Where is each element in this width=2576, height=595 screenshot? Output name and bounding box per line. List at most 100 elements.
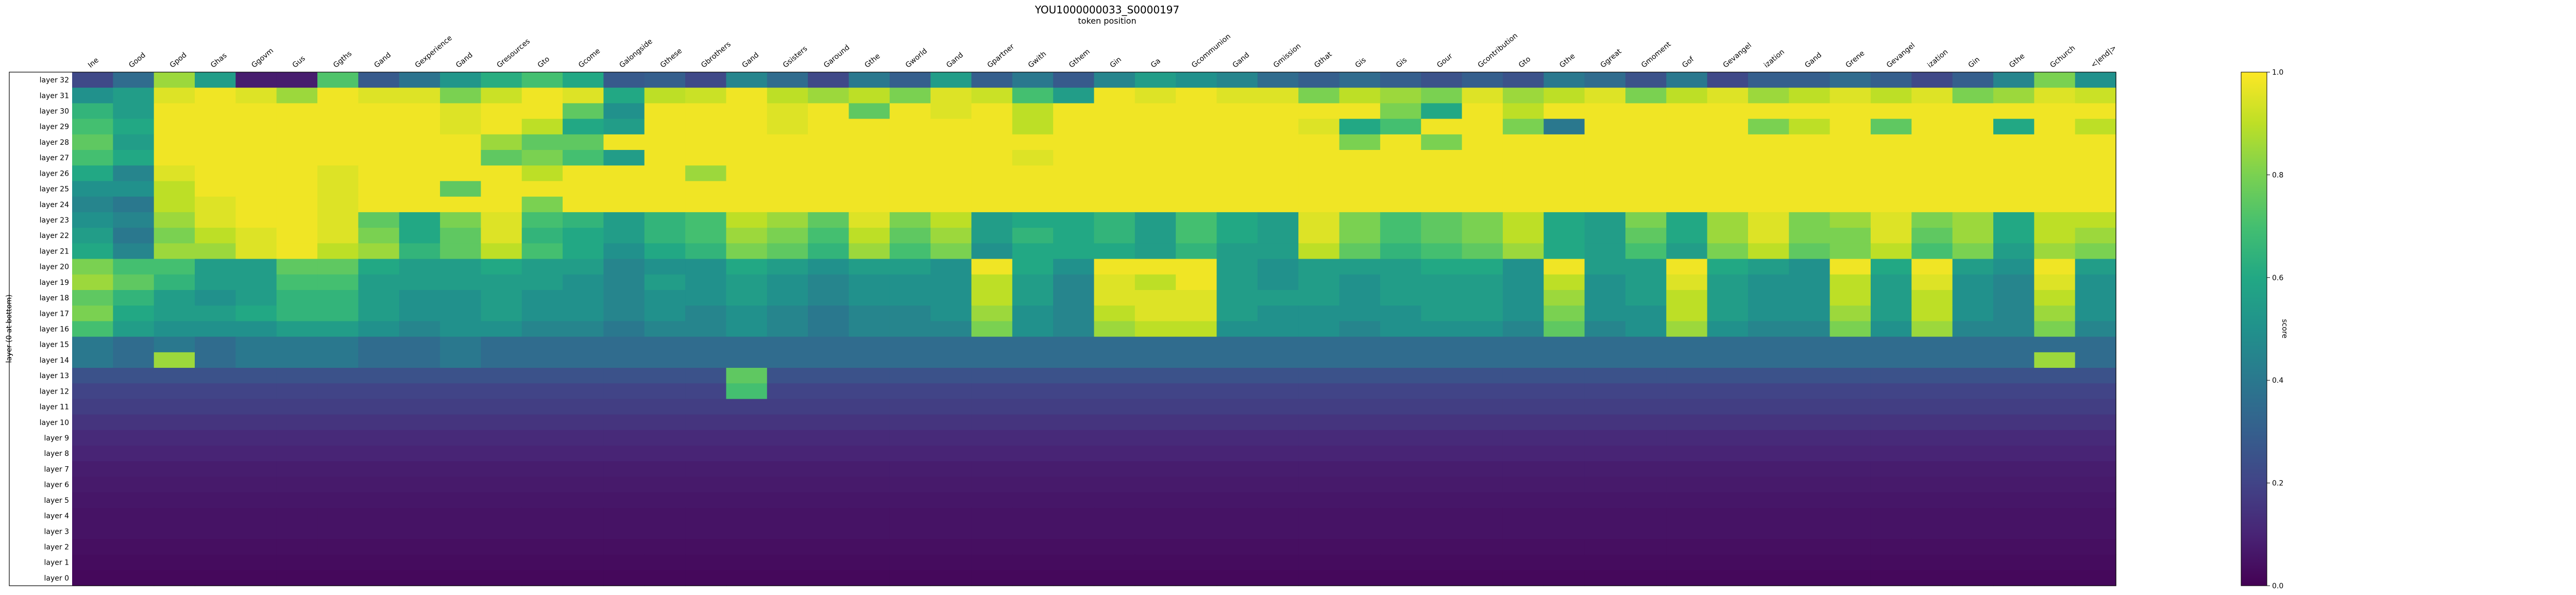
- heatmap-cell: [399, 72, 440, 88]
- heatmap-cell: [1544, 321, 1585, 337]
- heatmap-cell: [1216, 150, 1258, 166]
- heatmap-cell: [1625, 352, 1667, 368]
- heatmap-cell: [603, 430, 645, 446]
- heatmap-cell: [971, 196, 1013, 213]
- heatmap-cell: [1707, 88, 1749, 104]
- heatmap-cell: [563, 274, 604, 291]
- heatmap-cell: [1789, 103, 1831, 120]
- heatmap-cell: [2034, 305, 2076, 321]
- heatmap-cell: [1829, 165, 1871, 182]
- heatmap-cell: [1707, 72, 1749, 88]
- heatmap-cell: [235, 72, 277, 88]
- heatmap-cell: [767, 305, 808, 321]
- heatmap-cell: [1257, 259, 1299, 275]
- heatmap-cell: [1584, 212, 1626, 228]
- x-tick-label: Ine: [87, 56, 100, 70]
- heatmap-cell: [603, 134, 645, 150]
- heatmap-cell: [1216, 507, 1258, 524]
- heatmap-cell: [1544, 165, 1585, 182]
- heatmap-cell: [1462, 259, 1503, 275]
- heatmap-cell: [1134, 507, 1176, 524]
- y-tick-label: layer 4: [44, 512, 70, 520]
- heatmap-cell: [317, 212, 359, 228]
- heatmap-cell: [1176, 446, 1217, 462]
- heatmap-cell: [1789, 554, 1831, 571]
- heatmap-cell: [930, 492, 972, 508]
- heatmap-cell: [1625, 259, 1667, 275]
- heatmap-cell: [440, 88, 481, 104]
- heatmap-cell: [1829, 259, 1871, 275]
- heatmap-cell: [1462, 539, 1503, 555]
- heatmap-cell: [72, 305, 113, 321]
- heatmap-cell: [726, 118, 768, 135]
- heatmap-cell: [1176, 72, 1217, 88]
- heatmap-cell: [1462, 72, 1503, 88]
- heatmap-cell: [849, 321, 890, 337]
- colorbar-tick-label: 0.6: [2272, 274, 2283, 282]
- heatmap-cell: [767, 368, 808, 384]
- heatmap-cell: [1216, 290, 1258, 306]
- heatmap-cell: [1707, 446, 1749, 462]
- heatmap-cell: [195, 243, 236, 260]
- heatmap-cell: [767, 274, 808, 291]
- heatmap-cell: [235, 305, 277, 321]
- heatmap-cell: [317, 103, 359, 120]
- heatmap-cell: [726, 259, 768, 275]
- heatmap-cell: [1094, 134, 1136, 150]
- heatmap-cell: [1134, 165, 1176, 182]
- heatmap-cell: [1216, 523, 1258, 539]
- heatmap-cell: [1666, 539, 1708, 555]
- heatmap-cell: [1952, 72, 1994, 88]
- heatmap-cell: [1176, 274, 1217, 291]
- heatmap-cell: [1911, 523, 1953, 539]
- heatmap-cell: [235, 181, 277, 197]
- heatmap-cell: [685, 446, 727, 462]
- heatmap-cell: [889, 554, 931, 571]
- heatmap-cell: [603, 181, 645, 197]
- heatmap-cell: [1789, 165, 1831, 182]
- heatmap-cell: [399, 399, 440, 415]
- heatmap-cell: [440, 165, 481, 182]
- heatmap-cell: [1789, 446, 1831, 462]
- heatmap-cell: [930, 228, 972, 244]
- heatmap-cell: [195, 507, 236, 524]
- heatmap-cell: [72, 477, 113, 493]
- heatmap-cell: [1625, 72, 1667, 88]
- heatmap-cell: [971, 383, 1013, 400]
- heatmap-cell: [1666, 321, 1708, 337]
- heatmap-cell: [1829, 554, 1871, 571]
- heatmap-cell: [1462, 181, 1503, 197]
- heatmap-cell: [317, 477, 359, 493]
- heatmap-cell: [1829, 181, 1871, 197]
- heatmap-cell: [930, 430, 972, 446]
- heatmap-cell: [521, 259, 563, 275]
- heatmap-cell: [521, 321, 563, 337]
- heatmap-cell: [644, 368, 686, 384]
- heatmap-cell: [1502, 336, 1544, 353]
- heatmap-cell: [849, 88, 890, 104]
- heatmap-cell: [113, 196, 155, 213]
- heatmap-cell: [113, 259, 155, 275]
- x-tick-labels: Ine Good Gpod Ghas Ggovm Gus Ggths Gand Gexperie…: [87, 31, 2118, 70]
- heatmap-cell: [1993, 88, 2035, 104]
- heatmap-cell: [1952, 446, 1994, 462]
- heatmap-cell: [440, 383, 481, 400]
- heatmap-cell: [1829, 88, 1871, 104]
- heatmap-cell: [481, 196, 522, 213]
- heatmap-cell: [1421, 212, 1463, 228]
- heatmap-cell: [2034, 383, 2076, 400]
- colorbar-tick-label: 0.8: [2272, 171, 2283, 179]
- heatmap-cell: [889, 492, 931, 508]
- heatmap-cell: [1339, 181, 1381, 197]
- heatmap-cell: [971, 446, 1013, 462]
- heatmap-cell: [889, 352, 931, 368]
- heatmap-cell: [2034, 150, 2076, 166]
- heatmap-cell: [154, 228, 195, 244]
- heatmap-cell: [889, 290, 931, 306]
- heatmap-cell: [481, 399, 522, 415]
- x-tick-label: Gand: [1231, 51, 1251, 70]
- heatmap-cell: [72, 336, 113, 353]
- heatmap-cell: [113, 446, 155, 462]
- heatmap-cell: [1584, 134, 1626, 150]
- heatmap-cell: [1707, 134, 1749, 150]
